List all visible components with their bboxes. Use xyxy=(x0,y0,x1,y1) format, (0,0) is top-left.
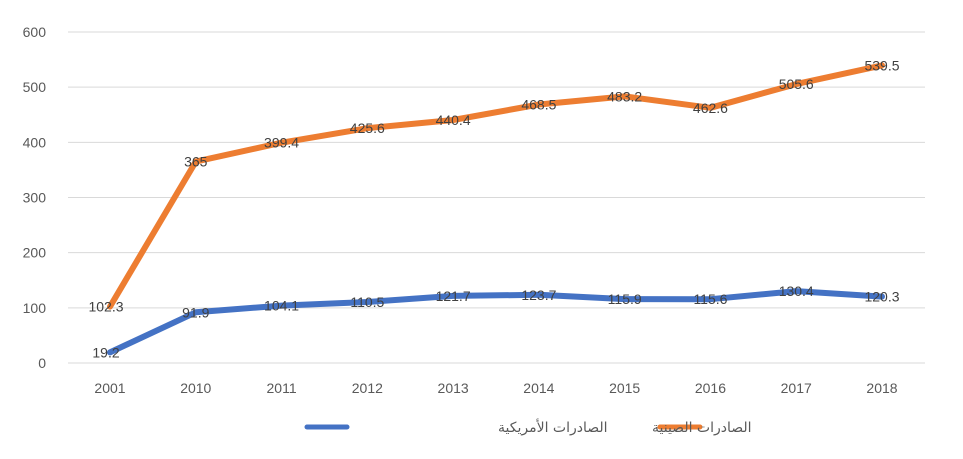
x-axis-ticks: 2001 2010 2011 2012 2013 2014 2015 2016 2017 2018 xyxy=(94,380,897,396)
data-label: 91.9 xyxy=(182,304,209,320)
data-label: 120.3 xyxy=(864,289,899,305)
y-tick-label: 300 xyxy=(23,190,47,206)
y-tick-label: 100 xyxy=(23,300,47,316)
y-tick-label: 400 xyxy=(23,134,47,150)
data-label: 425.6 xyxy=(350,120,385,136)
x-tick-label: 2012 xyxy=(352,380,383,396)
x-tick-label: 2014 xyxy=(523,380,554,396)
data-label: 483.2 xyxy=(607,88,642,104)
data-label: 399.4 xyxy=(264,135,299,151)
legend-label: الصادرات الصينية xyxy=(652,420,752,436)
data-label: 104.1 xyxy=(264,298,299,314)
data-label: 365 xyxy=(184,154,208,170)
legend: الصادرات الصينية الصادرات الأمريكية xyxy=(304,418,752,436)
x-tick-label: 2017 xyxy=(781,380,812,396)
x-tick-label: 2018 xyxy=(866,380,897,396)
data-label: 130.4 xyxy=(779,283,814,299)
data-labels: 19.2 91.9 104.1 110.5 121.7 123.7 115.9 115.6 13… xyxy=(88,57,899,360)
data-label: 121.7 xyxy=(436,288,471,304)
data-label: 115.9 xyxy=(608,291,642,307)
x-tick-label: 2011 xyxy=(267,380,297,396)
legend-entry: الصادرات الأمريكية xyxy=(304,418,608,436)
legend-entry: الصادرات الصينية xyxy=(652,420,752,436)
data-label: 19.2 xyxy=(92,344,119,360)
x-tick-label: 2001 xyxy=(94,380,125,396)
grid-layer xyxy=(68,31,925,364)
y-tick-label: 500 xyxy=(23,79,47,95)
data-label: 505.6 xyxy=(779,76,814,92)
data-label: 102.3 xyxy=(88,299,123,315)
series-line-2 xyxy=(107,62,885,310)
series-layer xyxy=(107,62,885,356)
legend-label: الصادرات الأمريكية xyxy=(498,418,608,436)
x-tick-label: 2010 xyxy=(180,380,211,396)
data-label: 123.7 xyxy=(521,287,556,303)
data-label: 539.5 xyxy=(864,57,899,73)
data-label: 440.4 xyxy=(436,112,471,128)
data-label: 110.5 xyxy=(350,294,384,310)
y-tick-label: 600 xyxy=(23,24,47,40)
x-tick-label: 2015 xyxy=(609,380,640,396)
x-tick-label: 2013 xyxy=(438,380,469,396)
data-label: 462.6 xyxy=(693,100,728,116)
y-tick-label: 200 xyxy=(23,245,47,261)
x-tick-label: 2016 xyxy=(695,380,726,396)
y-axis-ticks: 0 100 200 300 400 500 600 xyxy=(23,24,47,371)
series-line-1 xyxy=(107,288,885,356)
y-tick-label: 0 xyxy=(38,355,46,371)
data-label: 468.5 xyxy=(521,97,556,113)
data-label: 115.6 xyxy=(693,291,727,307)
